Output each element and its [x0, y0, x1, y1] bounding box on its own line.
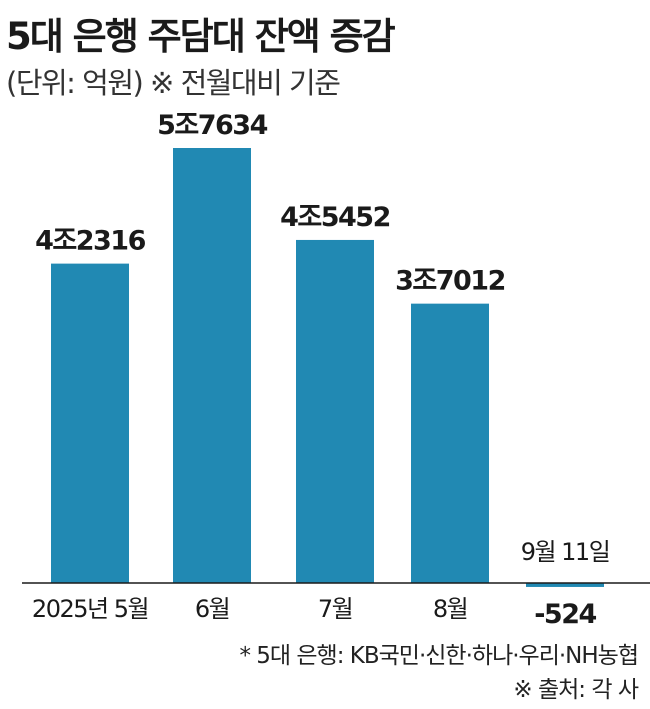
bar-5 [526, 583, 604, 587]
bar-2 [173, 148, 251, 583]
chart-title: 5대 은행 주담대 잔액 증감 [6, 15, 396, 58]
category-label-5: 9월 11일 [521, 538, 610, 566]
category-label-1: 2025년 5월 [32, 595, 148, 623]
bar-4 [411, 303, 489, 583]
category-label-4: 8월 [433, 595, 467, 623]
data-label-1: 4조2316 [35, 226, 145, 257]
chart-subtitle: (단위: 억원) ※ 전월대비 기준 [6, 66, 341, 100]
data-label-5: -524 [534, 599, 596, 630]
data-label-3: 4조5452 [280, 202, 390, 233]
source-note: ※ 출처: 각 사 [513, 677, 639, 703]
footnote: * 5대 은행: KB국민·신한·하나·우리·NH농협 [239, 643, 639, 669]
category-label-2: 6월 [195, 595, 229, 623]
bar-1 [51, 263, 129, 583]
category-label-3: 7월 [318, 595, 352, 623]
data-label-2: 5조7634 [157, 110, 267, 141]
data-label-4: 3조7012 [395, 266, 505, 297]
bar-3 [296, 239, 374, 584]
